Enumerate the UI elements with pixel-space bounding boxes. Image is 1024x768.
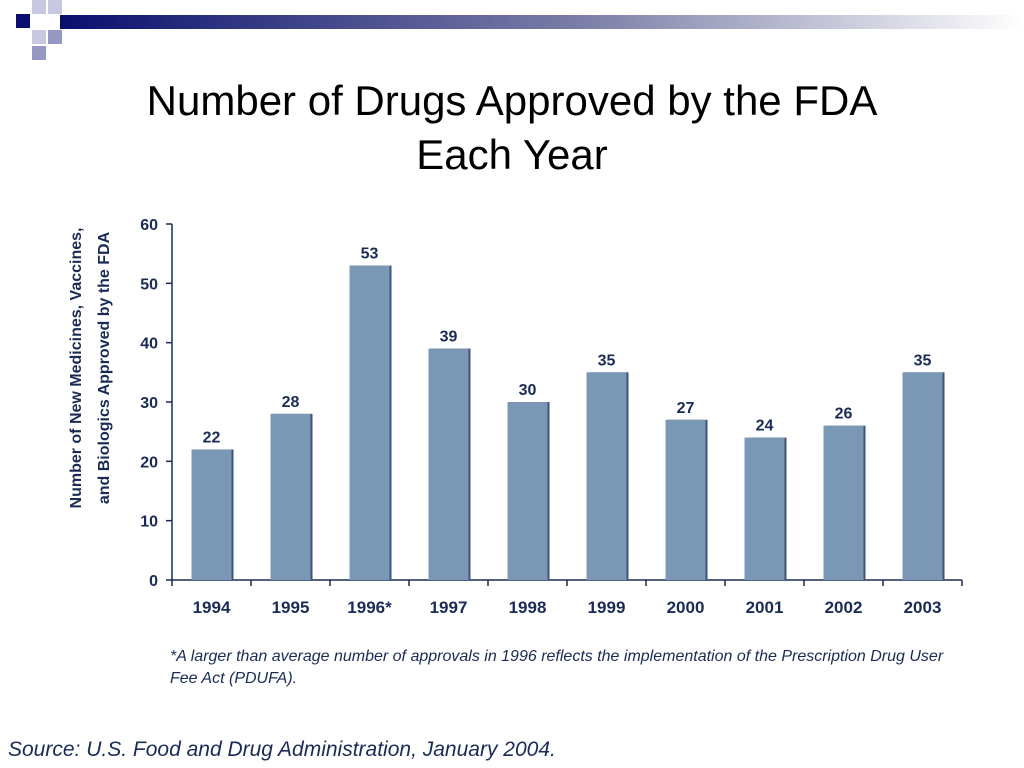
bar-data-label: 39 (440, 329, 458, 346)
decor-square-mid (48, 30, 62, 44)
bar-data-label: 35 (598, 352, 616, 369)
decor-square-mid (32, 46, 46, 60)
bar (823, 425, 864, 580)
bar (349, 265, 390, 580)
bar-data-label: 24 (756, 418, 774, 435)
x-tick-label: 1997 (430, 598, 468, 617)
x-tick-label: 2000 (667, 598, 705, 617)
slide-title-line1: Number of Drugs Approved by the FDA (146, 77, 878, 124)
bar-data-label: 30 (519, 382, 537, 399)
slide-title: Number of Drugs Approved by the FDA Each… (0, 74, 1024, 182)
bar (507, 402, 548, 580)
y-tick-label: 40 (140, 336, 158, 353)
x-tick-label: 2001 (746, 598, 784, 617)
chart-footnote: *A larger than average number of approva… (170, 648, 944, 687)
x-tick-label: 1996* (347, 598, 392, 617)
bar (586, 372, 627, 580)
bar (191, 449, 232, 580)
bar (270, 413, 311, 580)
source-citation: Source: U.S. Food and Drug Administratio… (8, 738, 556, 761)
y-tick-label: 20 (140, 454, 158, 471)
slide-header-decoration (16, 0, 1024, 60)
bar-data-label: 53 (361, 246, 379, 263)
bar-data-label: 26 (835, 406, 853, 423)
x-tick-label: 2002 (825, 598, 863, 617)
x-tick-label: 2003 (904, 598, 942, 617)
slide-title-line2: Each Year (416, 131, 608, 178)
y-tick-label: 10 (140, 514, 158, 531)
decor-square-light (32, 30, 46, 44)
decor-square-light (48, 0, 62, 14)
y-tick-label: 60 (140, 217, 158, 234)
bar (665, 419, 706, 580)
x-tick-label: 1994 (193, 598, 231, 617)
x-tick-label: 1999 (588, 598, 626, 617)
bar (744, 437, 785, 580)
decor-square-light (32, 0, 46, 14)
y-tick-label: 30 (140, 395, 158, 412)
decor-square-dark (16, 14, 30, 28)
y-axis-label-line1: Number of New Medicines, Vaccines, (68, 228, 85, 509)
bar (902, 372, 943, 580)
x-tick-label: 1995 (272, 598, 310, 617)
y-tick-label: 50 (140, 276, 158, 293)
y-axis-label-line2: and Biologics Approved by the FDA (96, 231, 113, 504)
bar (428, 348, 469, 580)
bar-chart: 0 10 20 30 40 50 60 22 1994 28 1995 53 1996* 39 1997 30… (68, 217, 963, 617)
x-tick-label: 1998 (509, 598, 547, 617)
bar-data-label: 28 (282, 394, 300, 411)
y-tick-label: 0 (149, 573, 158, 590)
bar-data-label: 35 (914, 352, 932, 369)
bar-data-label: 27 (677, 400, 695, 417)
bar-data-label: 22 (203, 429, 221, 446)
